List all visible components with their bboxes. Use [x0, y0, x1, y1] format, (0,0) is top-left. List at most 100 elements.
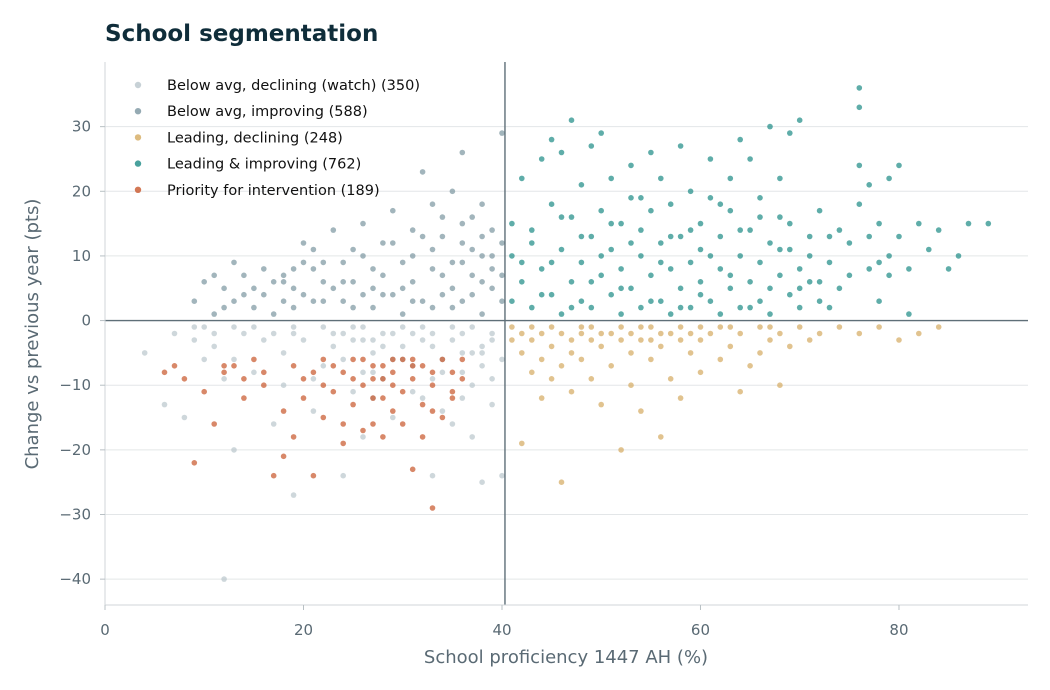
data-point — [439, 356, 446, 363]
data-point — [836, 324, 843, 330]
data-point — [588, 337, 595, 343]
data-point — [796, 266, 803, 272]
data-point — [479, 233, 485, 240]
data-point — [280, 453, 287, 460]
data-point — [548, 376, 555, 382]
data-point — [241, 330, 247, 337]
data-point — [479, 350, 485, 356]
data-point — [201, 324, 207, 330]
data-point — [757, 298, 763, 305]
data-point — [667, 376, 674, 382]
data-point — [697, 337, 704, 343]
data-point — [449, 421, 456, 427]
y-tick-label: −10 — [59, 376, 91, 394]
data-point — [171, 363, 178, 369]
data-point — [370, 350, 376, 356]
data-point — [985, 220, 992, 227]
data-point — [588, 324, 595, 330]
data-point — [390, 382, 396, 389]
data-point — [598, 253, 604, 259]
data-point — [677, 337, 684, 343]
data-point — [290, 266, 297, 272]
data-point — [340, 440, 347, 447]
data-point — [926, 246, 932, 253]
data-point — [449, 285, 456, 292]
data-point — [509, 253, 515, 259]
data-point — [529, 369, 535, 376]
data-point — [360, 434, 366, 440]
data-point — [300, 291, 307, 298]
data-point — [449, 304, 456, 311]
data-point — [568, 304, 575, 311]
data-point — [717, 324, 724, 330]
data-point — [399, 311, 406, 317]
data-point — [211, 311, 217, 317]
data-point — [876, 298, 882, 305]
data-point — [558, 246, 565, 253]
data-point — [449, 337, 456, 343]
data-point — [270, 421, 277, 427]
data-point — [489, 337, 495, 343]
data-point — [608, 246, 614, 253]
data-point — [221, 369, 227, 376]
data-point — [866, 233, 872, 240]
scatter-points — [141, 85, 992, 582]
data-point — [449, 259, 456, 266]
data-point — [251, 304, 257, 311]
data-point — [757, 259, 763, 266]
data-point — [628, 240, 634, 246]
data-point — [429, 201, 436, 207]
data-point — [241, 291, 247, 298]
data-point — [499, 472, 505, 479]
data-point — [290, 324, 297, 330]
data-point — [787, 291, 793, 298]
data-point — [469, 324, 476, 330]
data-point — [399, 356, 406, 363]
data-point — [270, 279, 277, 285]
data-point — [658, 298, 664, 305]
data-point — [191, 298, 198, 305]
data-point — [638, 324, 644, 330]
data-point — [439, 233, 446, 240]
data-point — [608, 175, 614, 182]
data-point — [469, 272, 476, 279]
data-point — [906, 266, 912, 272]
data-point — [221, 285, 227, 292]
data-point — [509, 324, 515, 330]
data-point — [519, 330, 525, 337]
data-point — [677, 304, 684, 311]
data-point — [945, 266, 952, 272]
data-point — [241, 272, 247, 279]
data-point — [677, 324, 684, 330]
reference-lines — [105, 62, 1028, 605]
data-point — [171, 330, 178, 337]
data-point — [826, 233, 833, 240]
data-point — [767, 324, 773, 330]
data-point — [529, 240, 535, 246]
data-point — [548, 343, 555, 350]
data-point — [638, 304, 644, 311]
x-tick-label: 80 — [889, 621, 908, 639]
data-point — [509, 298, 515, 305]
data-point — [737, 253, 743, 259]
data-point — [648, 337, 654, 343]
data-point — [727, 272, 734, 279]
data-point — [568, 388, 575, 395]
data-point — [429, 369, 436, 376]
data-point — [965, 220, 972, 227]
data-point — [360, 356, 366, 363]
data-point — [409, 376, 416, 382]
data-point — [806, 337, 813, 343]
data-point — [340, 330, 347, 337]
data-point — [618, 311, 624, 317]
data-point — [519, 440, 525, 447]
data-point — [449, 395, 456, 401]
data-point — [409, 298, 416, 305]
data-point — [270, 330, 277, 337]
data-point — [370, 304, 376, 311]
data-point — [390, 207, 396, 214]
data-point — [360, 220, 366, 227]
data-point — [529, 227, 535, 233]
data-point — [816, 330, 823, 337]
data-point — [727, 175, 734, 182]
